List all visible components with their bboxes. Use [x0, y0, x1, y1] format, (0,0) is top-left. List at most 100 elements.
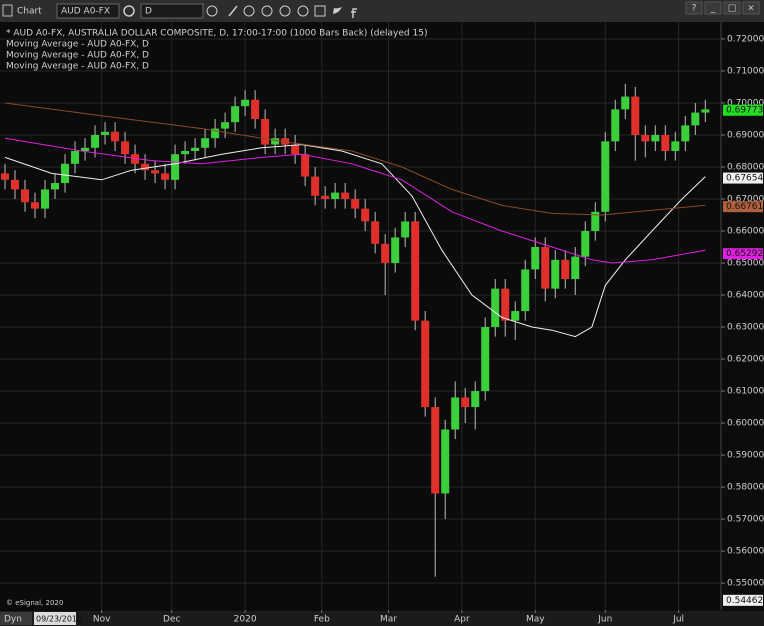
candle-body — [261, 118, 270, 145]
candle-body — [491, 288, 500, 328]
symbol-box[interactable] — [56, 3, 120, 19]
interval-box[interactable] — [140, 3, 204, 19]
y-tick-label: 0.72000 — [727, 34, 764, 44]
tool-icon[interactable] — [279, 5, 291, 17]
y-tick-label: 0.58000 — [727, 483, 764, 493]
time-axis — [0, 611, 764, 626]
start-date: 09/23/2019 — [36, 615, 82, 624]
copyright: © eSignal, 2020 — [6, 599, 63, 607]
candle-body — [231, 106, 240, 123]
symbol[interactable]: AUD A0-FX — [61, 7, 110, 17]
candle-body — [431, 407, 440, 494]
price-marker-label: 0.69773 — [726, 106, 763, 116]
candle-body — [361, 208, 370, 222]
y-tick-label: 0.57000 — [727, 515, 764, 525]
candle-body — [411, 221, 420, 321]
candle-body — [301, 154, 310, 177]
candle-body — [611, 109, 620, 142]
tool-icon[interactable] — [297, 5, 309, 17]
candle-body — [51, 183, 60, 190]
price-marker-label: 0.54462 — [726, 596, 763, 606]
y-tick-label: 0.66000 — [727, 227, 764, 237]
candle-body — [271, 138, 280, 145]
candle-body — [481, 327, 490, 392]
interval[interactable]: D — [145, 7, 152, 17]
candle-body — [631, 96, 640, 135]
window-button-label[interactable]: × — [747, 4, 755, 14]
candle-body — [161, 173, 170, 180]
candle-body — [191, 147, 200, 151]
plot-area — [0, 22, 721, 610]
candle-body — [521, 269, 530, 312]
legend-entry: Moving Average - AUD A0-FX, D — [6, 62, 149, 72]
window-buttons: ? _ □ × — [685, 1, 760, 15]
candle-body — [391, 237, 400, 264]
mode-box[interactable] — [0, 612, 32, 625]
candle-body — [371, 221, 380, 244]
window-button-label[interactable]: □ — [728, 4, 737, 14]
candle-body — [401, 221, 410, 238]
candle-body — [81, 147, 90, 151]
candle-body — [341, 192, 350, 200]
candle-body — [591, 211, 600, 232]
candle-body — [601, 141, 610, 212]
candle-body — [221, 122, 230, 129]
candle-body — [241, 99, 250, 107]
x-tick-label: Dec — [163, 615, 180, 625]
candle-body — [691, 112, 700, 126]
window-title: Chart — [17, 7, 42, 17]
window-button-label[interactable]: _ — [710, 4, 716, 14]
price-marker-label: 0.66761 — [726, 202, 763, 212]
price-marker-label: 0.65292 — [726, 249, 763, 259]
candle-body — [61, 163, 70, 184]
candle-body — [111, 131, 120, 142]
candle-body — [31, 202, 40, 209]
mail-icon[interactable] — [314, 5, 326, 17]
window-button-label[interactable]: ? — [692, 4, 697, 14]
window-button[interactable] — [742, 1, 760, 15]
candle-body — [291, 144, 300, 155]
window-button[interactable] — [685, 1, 703, 15]
candle-body — [351, 199, 360, 209]
facebook-icon[interactable] — [351, 8, 357, 18]
legend-title: * AUD A0-FX, AUSTRALIA DOLLAR COMPOSITE,… — [6, 29, 427, 39]
settings-icon[interactable] — [123, 5, 135, 17]
draw-icon[interactable] — [228, 5, 238, 17]
moving-average-line — [4, 144, 706, 338]
mode[interactable]: Dyn — [4, 615, 22, 625]
y-tick-label: 0.70000 — [727, 98, 764, 108]
candle-body — [561, 259, 570, 280]
window-button[interactable] — [704, 1, 722, 15]
candle-body — [41, 189, 50, 209]
candle-body — [501, 288, 510, 321]
y-tick-label: 0.63000 — [727, 323, 764, 333]
candle-body — [91, 134, 100, 148]
candle-body — [681, 125, 690, 142]
grid — [0, 22, 721, 610]
price-marker — [723, 248, 763, 260]
tool-icon[interactable] — [243, 5, 255, 17]
y-tick-label: 0.60000 — [727, 419, 764, 429]
window-button[interactable] — [723, 1, 741, 15]
candle-body — [651, 134, 660, 142]
candle-body — [171, 154, 180, 180]
candle-body — [671, 141, 680, 151]
candle-body — [511, 311, 520, 321]
twitter-icon[interactable] — [333, 7, 342, 14]
y-tick-label: 0.55000 — [727, 579, 764, 589]
candle-body — [461, 397, 470, 408]
x-tick-label: May — [526, 615, 545, 625]
candle-body — [331, 192, 340, 200]
tool-icon[interactable] — [261, 5, 273, 17]
candle-body — [621, 96, 630, 110]
axes: 0.55000 0.56000 0.57000 0.58000 0.59000 0.600… — [93, 34, 764, 624]
candle-body — [581, 231, 590, 257]
x-tick-label: Jun — [597, 615, 612, 625]
candle-body — [251, 99, 260, 119]
candle-body — [131, 154, 140, 164]
x-tick-label: Jul — [672, 615, 684, 625]
candle-body — [661, 134, 670, 151]
price-marker — [723, 594, 763, 606]
legend-entry: Moving Average - AUD A0-FX, D — [6, 51, 149, 61]
clock-icon[interactable] — [206, 5, 218, 17]
